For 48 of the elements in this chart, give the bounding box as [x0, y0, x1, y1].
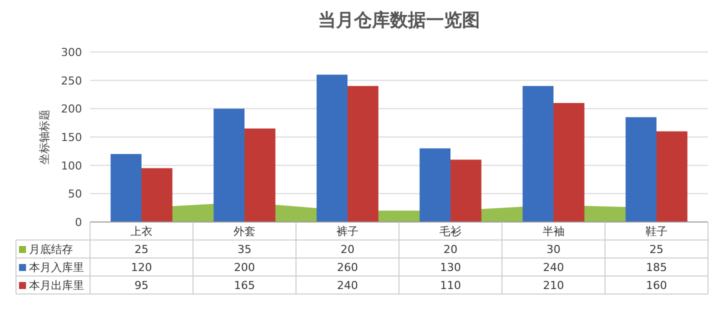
data-label: 95	[134, 279, 148, 292]
x-tick-label: 上衣	[130, 225, 152, 238]
x-tick-label: 半袖	[542, 225, 564, 238]
data-label: 240	[543, 261, 564, 274]
legend-label: 本月入库里	[29, 261, 84, 274]
data-label: 210	[543, 279, 564, 292]
bar	[316, 74, 348, 222]
bar	[554, 103, 584, 222]
bar	[348, 86, 378, 222]
x-tick-label: 鞋子	[646, 225, 668, 238]
bar	[522, 86, 554, 222]
data-label: 185	[646, 261, 667, 274]
y-tick-label: 150	[61, 131, 82, 144]
y-tick-label: 50	[68, 188, 82, 201]
data-label: 130	[440, 261, 461, 274]
data-label: 25	[134, 243, 148, 256]
data-label: 110	[440, 279, 461, 292]
bar	[450, 160, 482, 222]
bar	[110, 154, 142, 222]
data-label: 35	[238, 243, 252, 256]
data-label: 20	[444, 243, 458, 256]
data-label: 25	[650, 243, 664, 256]
bar	[656, 131, 688, 222]
y-tick-label: 0	[75, 216, 82, 229]
y-tick-label: 200	[61, 102, 82, 116]
bar	[142, 168, 172, 222]
data-label: 240	[337, 279, 358, 292]
data-label: 165	[234, 279, 255, 292]
x-tick-label: 外套	[234, 225, 256, 238]
data-label: 120	[131, 261, 152, 274]
data-label: 20	[340, 243, 354, 256]
y-tick-label: 250	[61, 74, 82, 88]
bar	[244, 128, 276, 222]
bar	[214, 108, 244, 222]
y-tick-label: 300	[61, 46, 82, 59]
data-label: 30	[546, 243, 560, 256]
y-axis-title: 坐标轴标题	[38, 110, 51, 164]
data-label: 260	[337, 261, 358, 274]
data-label: 160	[646, 279, 667, 292]
legend-label: 本月出库里	[29, 279, 84, 292]
x-tick-label: 裤子	[336, 225, 358, 238]
data-label: 200	[234, 261, 255, 274]
chart-title: 当月仓库数据一览图	[318, 10, 480, 31]
bar	[626, 117, 656, 222]
x-tick-label: 毛衫	[440, 225, 462, 238]
y-tick-label: 100	[61, 159, 82, 172]
bar	[420, 148, 450, 222]
legend-label: 月底结存	[29, 243, 73, 256]
